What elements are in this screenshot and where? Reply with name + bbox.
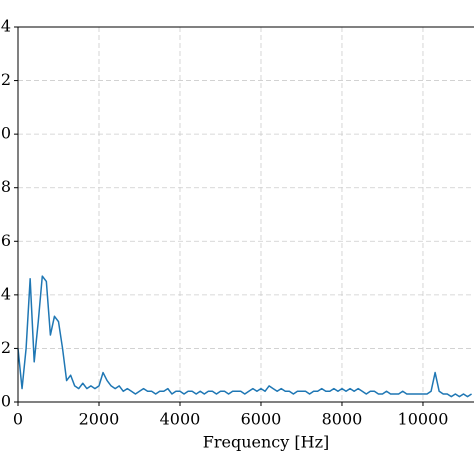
y-tick-label: 0.14	[0, 17, 11, 36]
x-tick-label: 6000	[241, 410, 282, 429]
y-tick-label: 0.04	[0, 284, 11, 303]
x-tick-label: 4000	[160, 410, 201, 429]
y-tick-label: 0.12	[0, 70, 11, 89]
x-tick-label: 2000	[79, 410, 120, 429]
y-tick-label: 0.08	[0, 177, 11, 196]
x-tick-label: 0	[13, 410, 23, 429]
spectrum-line	[17, 275, 472, 398]
y-tick-label: 0.02	[0, 338, 11, 357]
y-tick-label: 0.06	[0, 231, 11, 250]
x-tick-label: 10000	[398, 410, 449, 429]
x-tick-label: 8000	[322, 410, 363, 429]
x-axis-label: Frequency [Hz]	[203, 433, 330, 452]
y-tick-label: 0.00	[0, 392, 11, 411]
y-tick-label: 0.10	[0, 124, 11, 143]
